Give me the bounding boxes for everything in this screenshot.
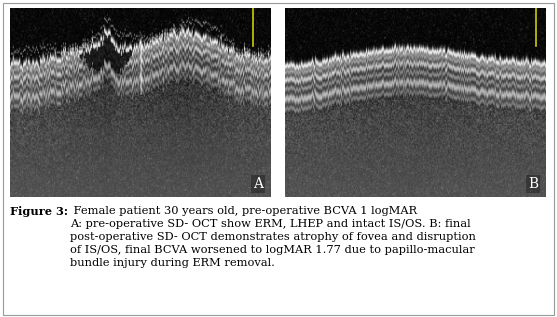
Text: B: B bbox=[528, 177, 538, 191]
Text: Female patient 30 years old, pre-operative BCVA 1 logMAR
A: pre-operative SD- OC: Female patient 30 years old, pre-operati… bbox=[70, 206, 476, 268]
Text: A: A bbox=[253, 177, 263, 191]
Text: Figure 3:: Figure 3: bbox=[10, 206, 68, 217]
